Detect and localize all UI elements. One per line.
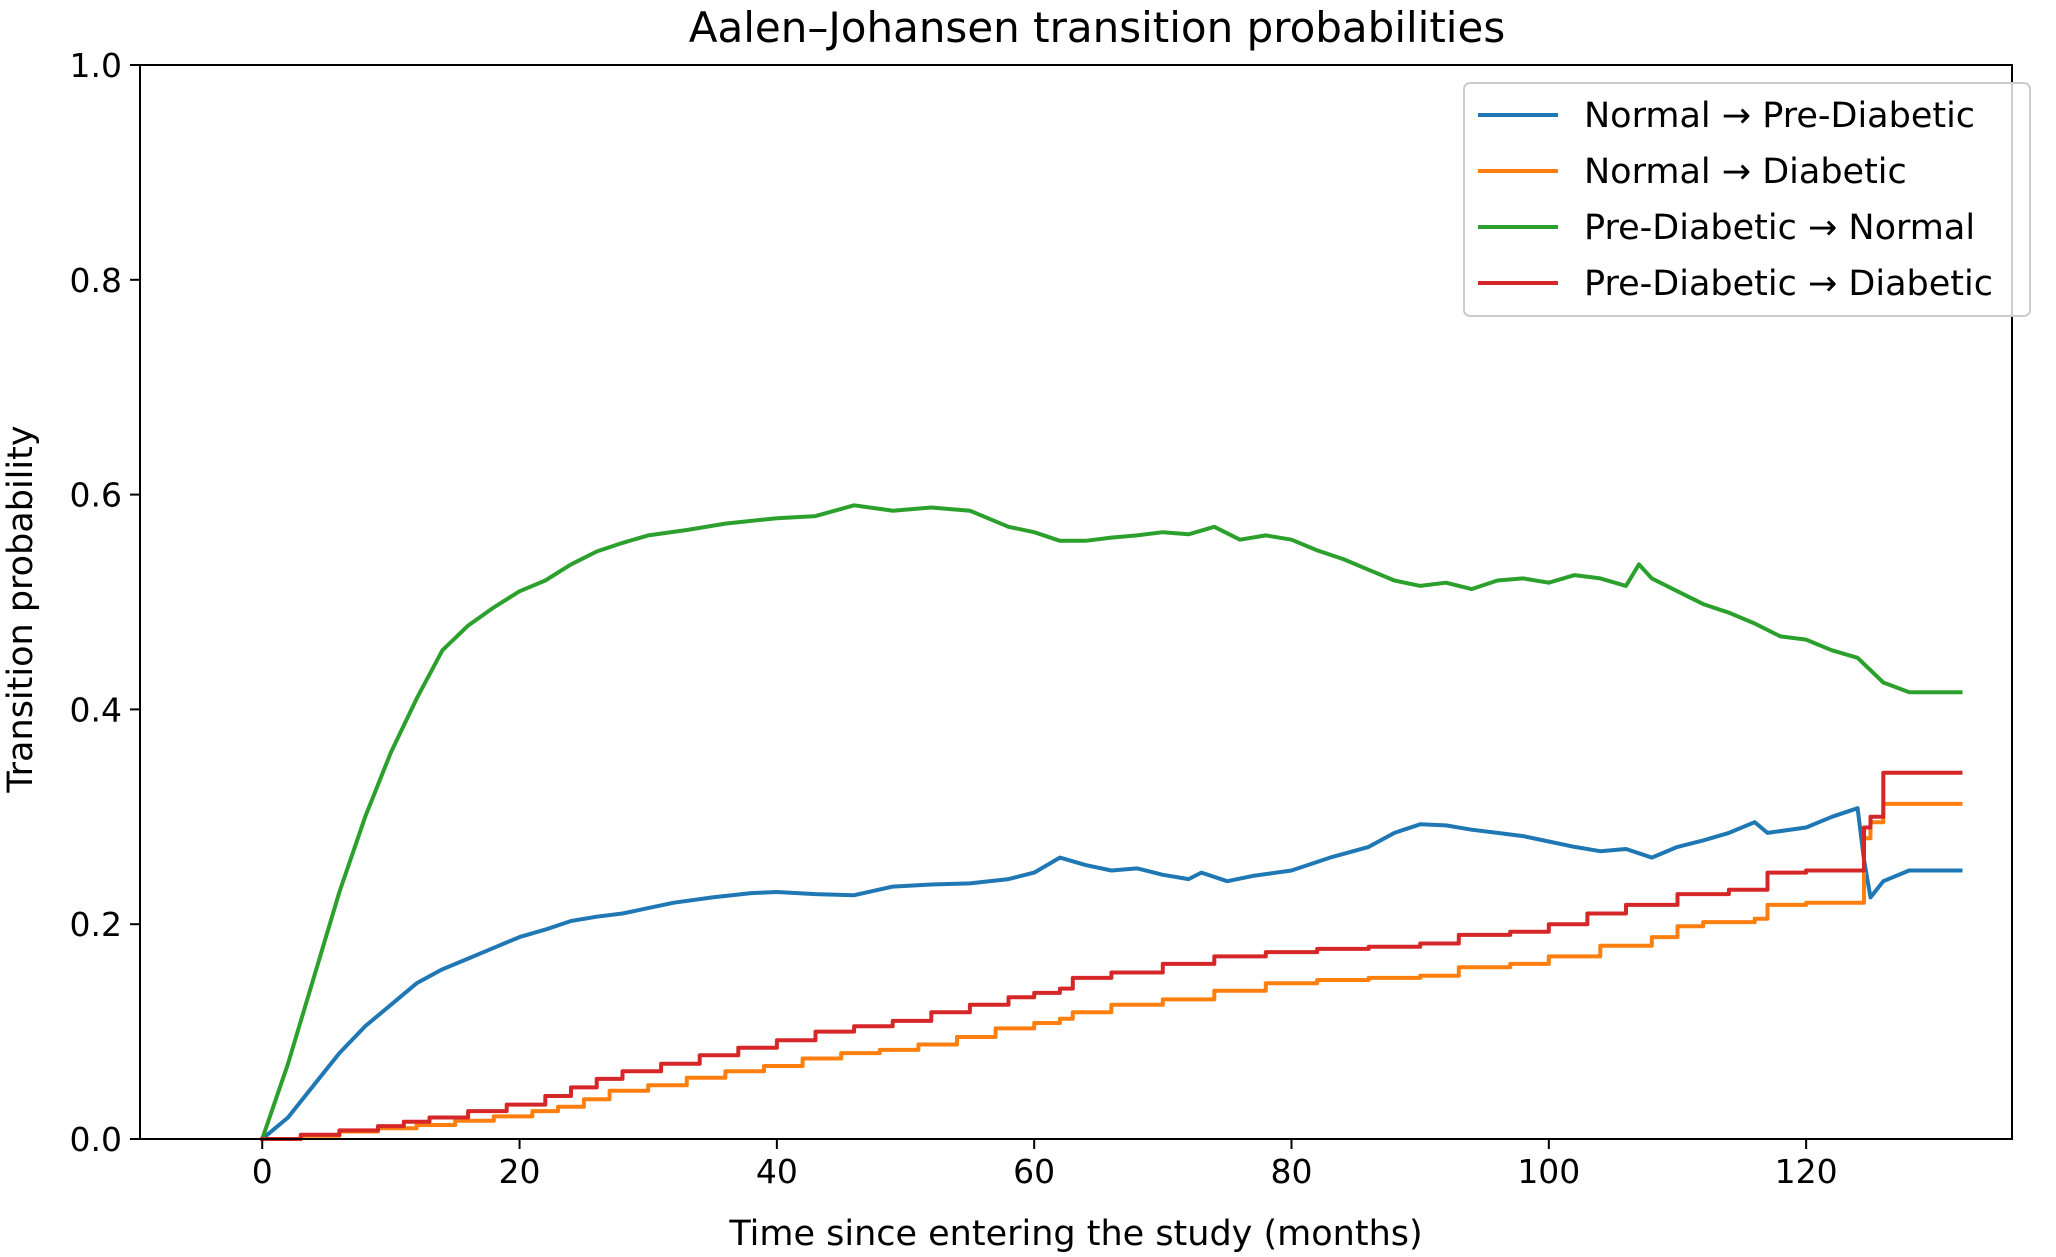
chart-title: Aalen–Johansen transition probabilities [689,3,1505,52]
series-line-pre-diabetic-diabetic [260,770,1963,1141]
x-axis-label: Time since entering the study (months) [728,1214,1422,1254]
series-line-normal-pre-diabetic [259,806,1963,1142]
y-tick-label: 0.4 [70,690,122,729]
x-tick-label: 100 [1517,1152,1580,1191]
legend-label-pre-diabetic-normal: Pre-Diabetic → Normal [1584,208,1975,248]
x-tick-label: 60 [1013,1152,1055,1191]
y-tick-label: 1.0 [70,46,122,85]
x-tick-label: 120 [1775,1152,1838,1191]
legend: Normal → Pre-Diabetic Normal → Diabetic Pr… [1463,82,2031,317]
x-tick-label: 20 [499,1152,541,1191]
x-axis-ticks: 0 20 40 60 80 100 120 [252,1139,1838,1191]
legend-entries: Normal → Pre-Diabetic Normal → Diabetic Pr… [1478,96,1993,304]
legend-label-normal-diabetic: Normal → Diabetic [1584,152,1907,192]
series-line-normal-diabetic [260,801,1963,1141]
x-tick-label: 0 [252,1152,273,1191]
legend-label-pre-diabetic-diabetic: Pre-Diabetic → Diabetic [1584,264,1993,304]
y-tick-label: 0.8 [70,261,122,300]
y-tick-label: 0.0 [70,1120,122,1159]
x-tick-label: 80 [1271,1152,1313,1191]
x-tick-label: 40 [756,1152,798,1191]
y-tick-label: 0.6 [70,476,122,515]
y-tick-label: 0.2 [70,905,122,944]
y-axis-ticks: 0.0 0.2 0.4 0.6 0.8 1.0 [70,46,140,1159]
plot-lines [259,503,1963,1142]
y-axis-label: Transition probability [1,425,41,793]
plot-frame [139,64,2013,1140]
legend-label-normal-pre-diabetic: Normal → Pre-Diabetic [1584,96,1975,136]
series-line-pre-diabetic-normal [259,503,1963,1142]
legend-frame [1463,82,2031,317]
